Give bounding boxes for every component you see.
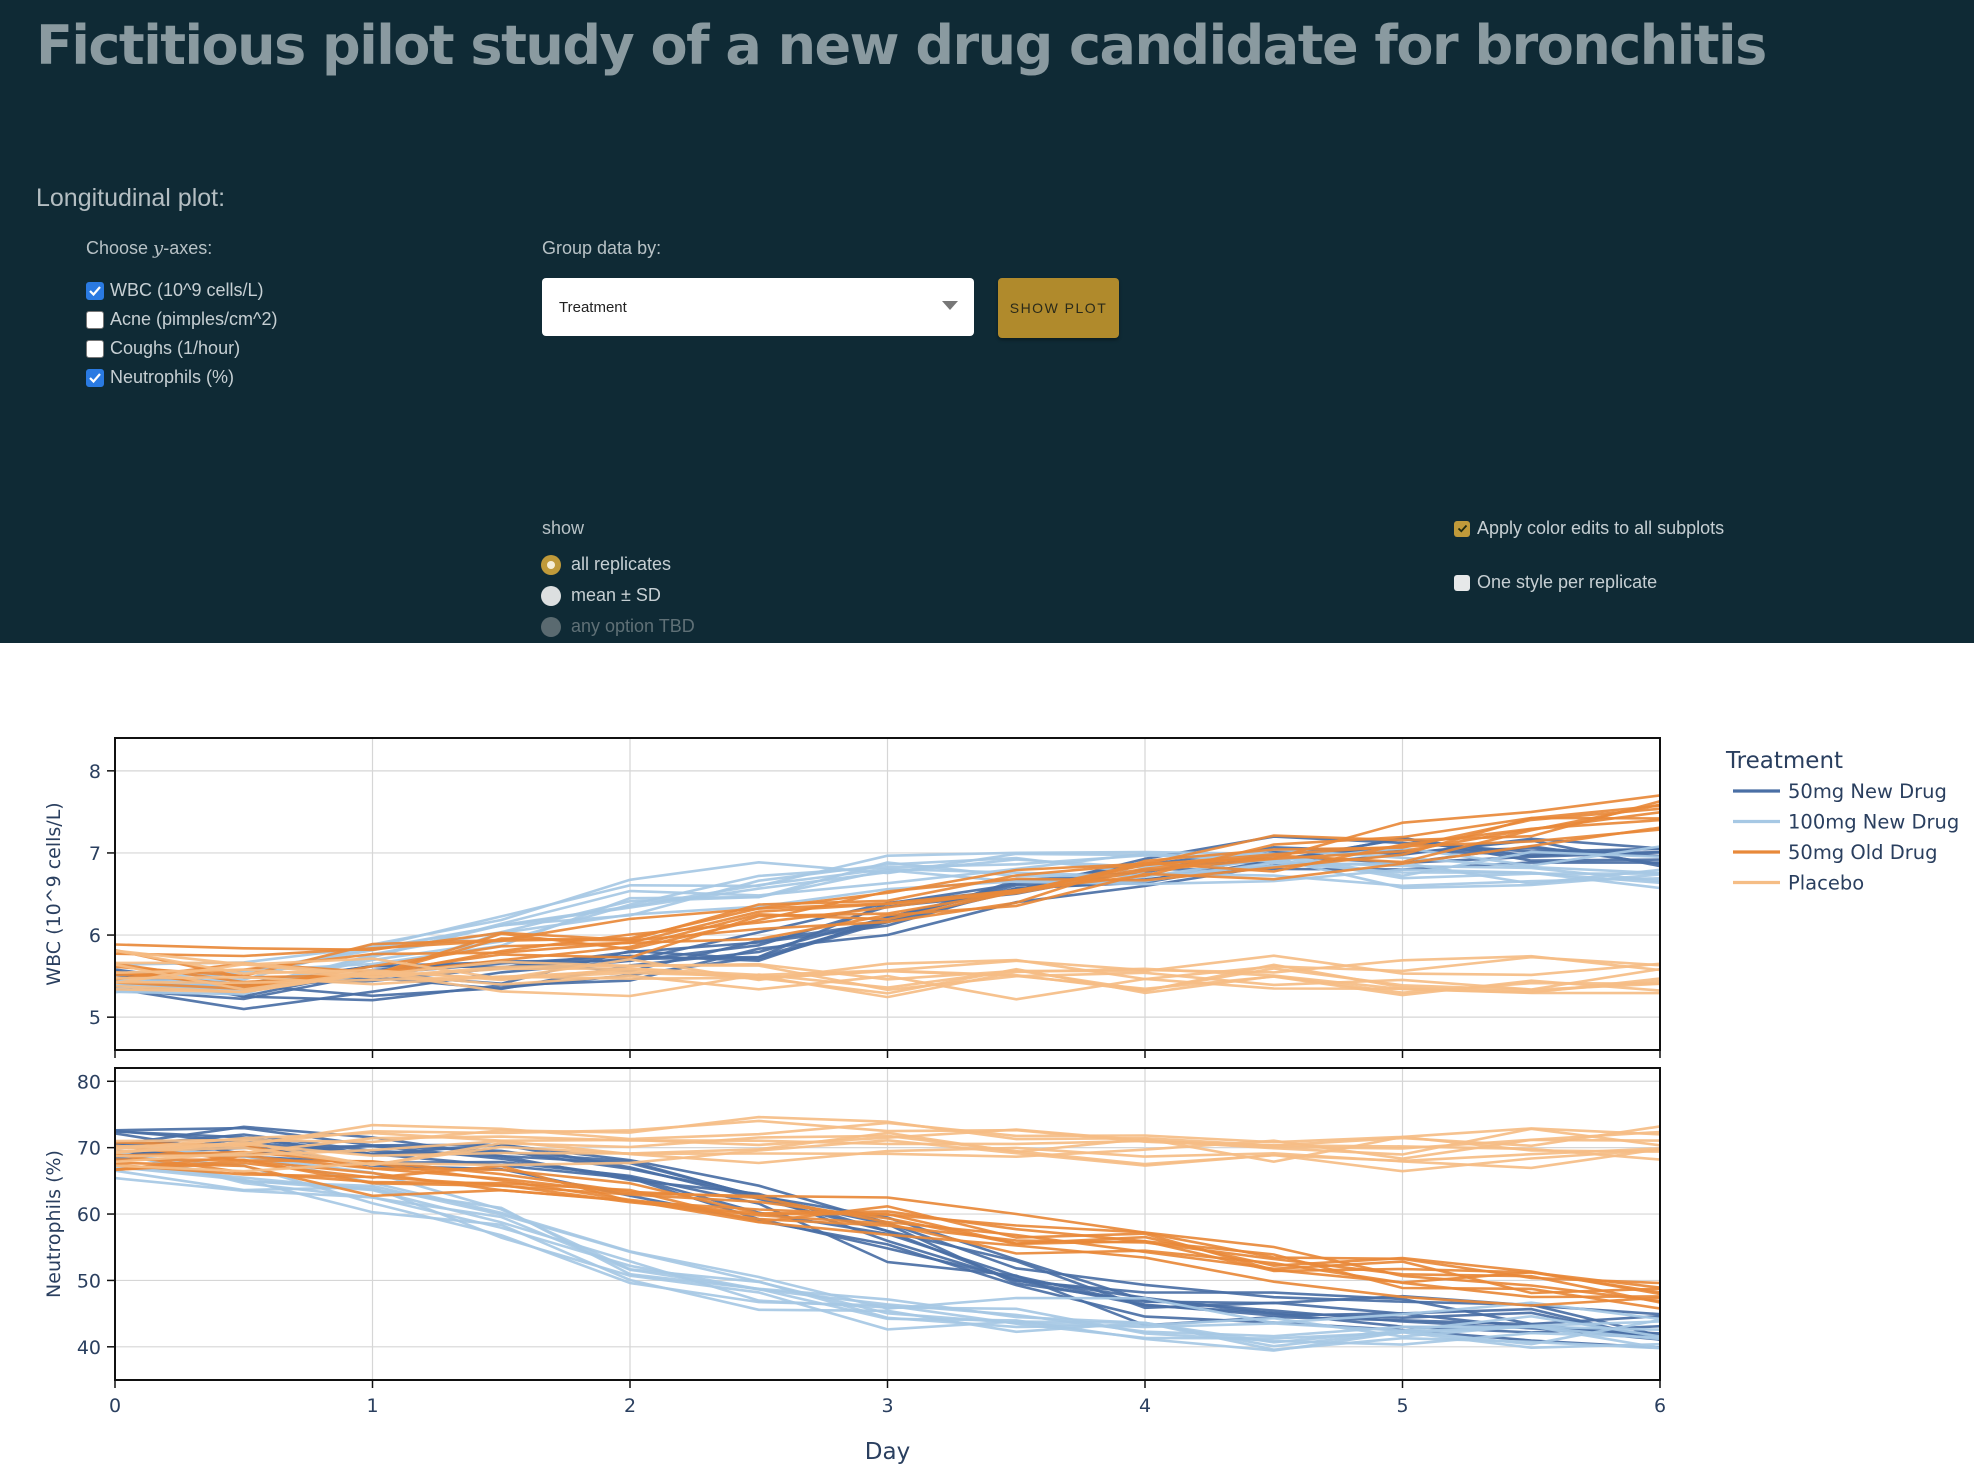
series-line-50mg-old-drug [115, 1154, 1660, 1310]
y-tick-label: 60 [77, 1204, 101, 1226]
show-option-label: any option TBD [571, 616, 695, 636]
series-line-100mg-new-drug [115, 1165, 1660, 1352]
yaxis-option-neutrophils[interactable]: Neutrophils (%) [86, 367, 234, 388]
legend-item: 50mg Old Drug [1788, 841, 1938, 864]
x-tick-label: 6 [1654, 1395, 1666, 1417]
show-option-label: all replicates [571, 554, 672, 574]
legend-item: 50mg New Drug [1788, 780, 1947, 803]
yaxis-option-acne[interactable]: Acne (pimples/cm^2) [86, 309, 278, 330]
group-by-select[interactable]: Treatment [542, 278, 974, 336]
y-tick-label: 6 [89, 925, 101, 947]
series-line-placebo [115, 1119, 1660, 1150]
series-line-placebo [115, 1138, 1660, 1173]
series-line-placebo [115, 1127, 1660, 1156]
series-line-50mg-old-drug [115, 1158, 1660, 1289]
series-line-50mg-old-drug [115, 1161, 1660, 1307]
series-line-placebo [115, 949, 1660, 982]
checkbox-unchecked-icon[interactable] [86, 339, 104, 358]
y-tick-label: 5 [89, 1007, 101, 1029]
x-tick-label: 4 [1139, 1395, 1151, 1417]
group-by-value: Treatment [559, 298, 627, 316]
series-line-50mg-old-drug [115, 794, 1660, 958]
chevron-down-icon [942, 301, 958, 310]
radio-unselected-icon[interactable] [541, 585, 561, 606]
x-tick-label: 3 [881, 1395, 893, 1417]
series-line-100mg-new-drug [115, 850, 1660, 966]
show-option-mean-sd[interactable]: mean ± SD [541, 585, 661, 606]
show-label: show [542, 518, 585, 538]
one-style-option[interactable]: One style per replicate [1454, 572, 1657, 593]
y-axis-label: Neutrophils (%) [43, 1150, 65, 1298]
radio-disabled-icon [541, 616, 561, 637]
y-tick-label: 80 [77, 1071, 101, 1093]
y-tick-label: 7 [89, 843, 101, 865]
series-line-100mg-new-drug [115, 852, 1660, 991]
x-tick-label: 0 [109, 1395, 121, 1417]
series-line-50mg-old-drug [115, 1144, 1660, 1304]
control-panel: Fictitious pilot study of a new drug can… [0, 0, 1974, 643]
series-line-placebo [115, 963, 1660, 999]
yaxis-option-label: Coughs (1/hour) [110, 338, 241, 358]
checkbox-checked-icon[interactable] [1454, 520, 1470, 537]
series-line-placebo [115, 1115, 1660, 1148]
show-option-all-replicates[interactable]: all replicates [541, 554, 671, 575]
legend-item: Placebo [1788, 872, 1864, 895]
series-lines [115, 794, 1660, 1011]
series-line-100mg-new-drug [115, 1154, 1660, 1341]
legend: Treatment 50mg New Drug 100mg New Drug 50mg… [1725, 748, 1959, 895]
page-title: Fictitious pilot study of a new drug can… [36, 14, 1767, 77]
show-option-tbd: any option TBD [541, 616, 695, 637]
group-by-label: Group data by: [542, 238, 662, 258]
show-option-label: mean ± SD [571, 585, 661, 605]
apply-color-label: Apply color edits to all subplots [1477, 518, 1725, 538]
series-lines [115, 1115, 1660, 1352]
series-line-placebo [115, 1135, 1660, 1164]
x-tick-label: 1 [366, 1395, 378, 1417]
one-style-label: One style per replicate [1477, 572, 1658, 592]
y-tick-label: 50 [77, 1270, 101, 1292]
legend-item: 100mg New Drug [1788, 811, 1959, 834]
series-line-50mg-old-drug [115, 826, 1660, 991]
series-line-placebo [115, 967, 1660, 995]
series-line-100mg-new-drug [115, 854, 1660, 993]
checkbox-unchecked-icon[interactable] [86, 310, 104, 329]
legend-title: Treatment [1725, 748, 1843, 774]
section-title: Longitudinal plot: [36, 184, 226, 212]
subplot-1: 5 6 7 8 WBC (10^9 cells/L) [43, 737, 1661, 1058]
show-plot-button[interactable]: SHOW PLOT [998, 278, 1119, 338]
x-tick-label: 5 [1396, 1395, 1408, 1417]
checkbox-checked-icon[interactable] [86, 368, 104, 387]
series-line-placebo [115, 1134, 1660, 1167]
apply-color-option[interactable]: Apply color edits to all subplots [1454, 518, 1724, 539]
checkbox-checked-icon[interactable] [86, 281, 104, 300]
series-line-50mg-old-drug [115, 1163, 1660, 1299]
series-line-100mg-new-drug [115, 1151, 1660, 1346]
series-line-50mg-old-drug [115, 816, 1660, 978]
series-line-50mg-old-drug [115, 800, 1660, 952]
series-line-50mg-old-drug [115, 1159, 1660, 1295]
series-line-placebo [115, 954, 1660, 981]
checkbox-unchecked-icon[interactable] [1454, 574, 1470, 591]
yaxes-label: Choose y-axes: [86, 238, 213, 259]
radio-selected-icon[interactable] [541, 554, 561, 575]
y-axis-label: WBC (10^9 cells/L) [43, 802, 65, 985]
yaxis-option-wbc[interactable]: WBC (10^9 cells/L) [86, 280, 263, 301]
x-axis-label: Day [865, 1439, 910, 1465]
y-tick-label: 40 [77, 1337, 101, 1359]
yaxis-option-label: WBC (10^9 cells/L) [110, 280, 264, 300]
series-line-placebo [115, 962, 1660, 994]
yaxis-option-label: Acne (pimples/cm^2) [110, 309, 278, 329]
yaxis-option-coughs[interactable]: Coughs (1/hour) [86, 338, 240, 359]
y-tick-label: 8 [89, 761, 101, 783]
yaxis-option-label: Neutrophils (%) [110, 367, 235, 387]
subplot-2: 40 50 60 70 80 Neutrophils (%) [43, 1067, 1661, 1388]
y-tick-label: 70 [77, 1138, 101, 1160]
x-tick-label: 2 [624, 1395, 636, 1417]
